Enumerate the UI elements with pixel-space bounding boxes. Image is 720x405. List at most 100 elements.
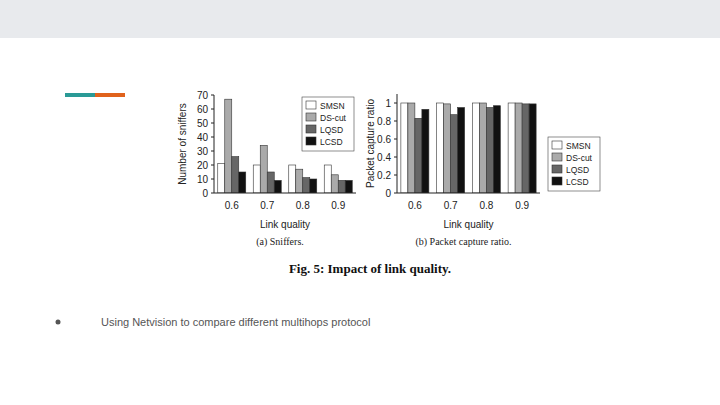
legend-box — [302, 97, 354, 151]
bar — [232, 157, 239, 193]
legend-swatch — [552, 153, 562, 161]
legend-label: LCSD — [566, 177, 589, 187]
bar — [401, 103, 408, 193]
bar — [289, 165, 296, 193]
legend-swatch — [306, 113, 316, 121]
bar — [324, 165, 331, 193]
x-tick-label: 0.6 — [408, 200, 422, 211]
y-tick — [211, 123, 214, 124]
bar — [486, 108, 493, 194]
bars — [218, 99, 353, 193]
slide-body — [0, 38, 720, 405]
bar — [345, 180, 352, 193]
y-axis — [397, 94, 398, 193]
x-axis — [397, 193, 540, 194]
bullet-dot — [56, 320, 61, 325]
y-tick-label: 0.8 — [377, 116, 391, 127]
bar — [422, 109, 429, 193]
x-axis-label: Link quality — [443, 219, 493, 230]
y-tick-label: 20 — [197, 160, 209, 171]
bar — [267, 172, 274, 193]
y-tick-label: 1 — [385, 98, 391, 109]
bar — [458, 108, 465, 194]
legend-label: DS-cut — [320, 113, 347, 123]
legend-label: SMSN — [566, 141, 591, 151]
x-axis-label: Link quality — [260, 219, 310, 230]
bar — [444, 104, 451, 193]
bar — [479, 103, 486, 193]
bar — [515, 103, 522, 193]
y-tick — [211, 95, 214, 96]
legend-label: LQSD — [320, 125, 343, 135]
y-tick — [394, 157, 397, 158]
legend-swatch — [306, 101, 316, 109]
x-tick-label: 0.8 — [479, 200, 493, 211]
bar — [451, 115, 458, 193]
x-tick-label: 0.7 — [444, 200, 458, 211]
bullet-text: Using Netvision to compare different mul… — [101, 316, 370, 328]
y-tick-label: 0 — [385, 188, 391, 199]
y-tick — [394, 139, 397, 140]
bar — [508, 103, 515, 193]
y-tick — [394, 121, 397, 122]
legend-swatch — [552, 177, 562, 185]
legend-swatch — [552, 141, 562, 149]
bar — [437, 103, 444, 193]
bar — [415, 118, 422, 193]
bar — [493, 106, 500, 193]
bar — [472, 103, 479, 193]
y-tick — [394, 103, 397, 104]
y-tick — [211, 109, 214, 110]
top-band — [0, 0, 720, 38]
bar — [274, 180, 281, 193]
y-tick — [211, 165, 214, 166]
chart: 00.20.40.60.810.60.70.80.9Link qualityPa… — [365, 94, 600, 248]
x-tick-label: 0.9 — [331, 200, 345, 211]
x-tick-label: 0.7 — [260, 200, 274, 211]
subcaption: (a) Sniffers. — [256, 236, 304, 248]
legend-swatch — [306, 125, 316, 133]
bar — [260, 145, 267, 193]
slide: 0102030405060700.60.70.80.9Link qualityN… — [0, 0, 720, 405]
x-axis — [214, 193, 356, 194]
y-tick-label: 30 — [197, 146, 209, 157]
bar — [338, 180, 345, 193]
bar — [225, 99, 232, 193]
figure-caption: Fig. 5: Impact of link quality. — [289, 261, 451, 276]
x-tick-label: 0.6 — [225, 200, 239, 211]
bar — [529, 104, 536, 193]
y-tick — [394, 193, 397, 194]
bars — [401, 103, 536, 193]
bar — [408, 103, 415, 193]
bar — [310, 179, 317, 193]
bar — [296, 169, 303, 193]
y-tick-label: 0.2 — [377, 170, 391, 181]
legend-swatch — [306, 137, 316, 145]
legend-swatch — [552, 165, 562, 173]
bar — [218, 164, 225, 193]
bar — [253, 165, 260, 193]
y-tick-label: 0.4 — [377, 152, 391, 163]
accent-orange — [95, 93, 125, 97]
legend-label: DS-cut — [566, 153, 593, 163]
chart: 0102030405060700.60.70.80.9Link qualityN… — [177, 90, 356, 249]
bar — [522, 104, 529, 193]
legend: SMSNDS-cutLQSDLCSD — [302, 97, 354, 151]
y-tick — [394, 175, 397, 176]
y-tick-label: 10 — [197, 174, 209, 185]
legend-label: LQSD — [566, 165, 589, 175]
y-tick-label: 0 — [202, 188, 208, 199]
y-tick-label: 50 — [197, 118, 209, 129]
y-tick-label: 0.6 — [377, 134, 391, 145]
x-tick-label: 0.8 — [296, 200, 310, 211]
bar — [239, 172, 246, 193]
legend: SMSN DS-cut LQSD LCSD — [548, 137, 600, 191]
y-tick — [211, 137, 214, 138]
y-axis — [214, 95, 215, 193]
legend-box — [548, 137, 600, 191]
y-tick — [211, 151, 214, 152]
subcaption: (b) Packet capture ratio. — [415, 236, 511, 248]
bar — [303, 178, 310, 193]
y-axis-label: Packet capture ratio — [365, 99, 376, 188]
bar — [331, 175, 338, 193]
